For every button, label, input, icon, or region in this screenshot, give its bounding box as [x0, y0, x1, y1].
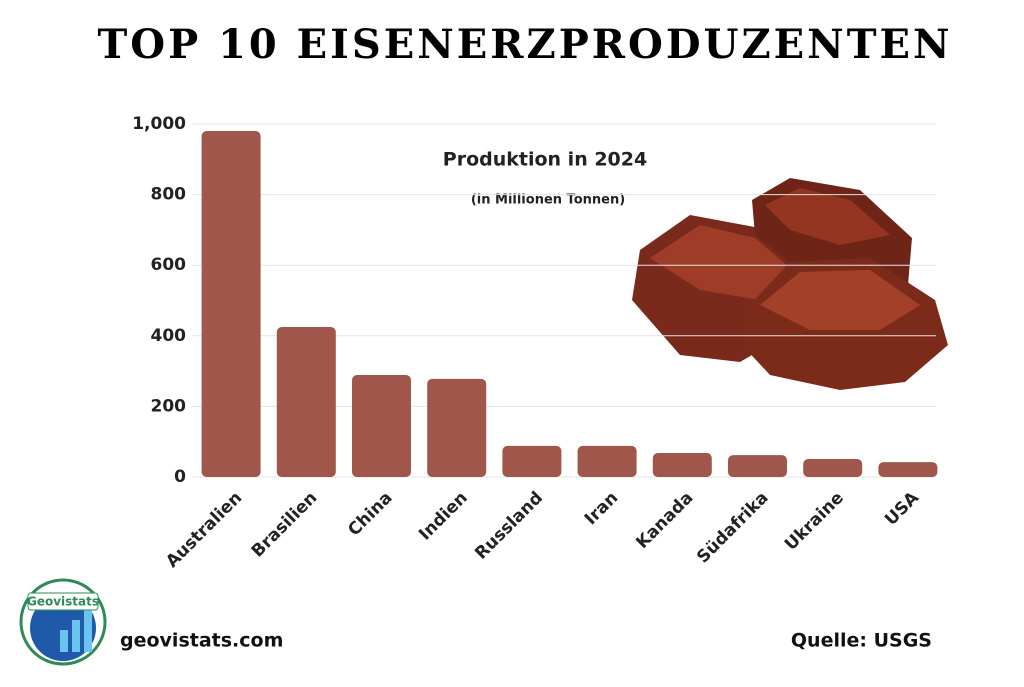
logo: Geovistats	[19, 578, 107, 666]
bar	[201, 131, 261, 477]
y-tick-label: 600	[151, 255, 187, 275]
y-tick-label: 0	[174, 467, 186, 487]
y-tick-label: 800	[151, 185, 187, 205]
y-tick-label: 400	[151, 326, 187, 346]
bar	[352, 374, 411, 477]
unit-note: (in Millionen Tonnen)	[471, 193, 625, 208]
y-tick-label: 200	[151, 396, 187, 416]
bar	[577, 445, 637, 477]
bar	[728, 455, 787, 477]
bar	[878, 462, 938, 477]
bar	[276, 326, 336, 477]
bar	[803, 458, 863, 477]
bar	[502, 445, 562, 477]
y-tick-label: 1,000	[132, 114, 186, 134]
ore-illustration	[632, 178, 948, 390]
chart-subtitle: Produktion in 2024	[443, 149, 647, 171]
bar	[427, 378, 487, 477]
logo-text: Geovistats	[27, 595, 99, 609]
source: Quelle: USGS	[791, 630, 932, 652]
website: geovistats.com	[120, 630, 283, 652]
chart-title: TOP 10 EISENERZPRODUZENTEN	[97, 21, 952, 68]
bar	[652, 452, 712, 477]
